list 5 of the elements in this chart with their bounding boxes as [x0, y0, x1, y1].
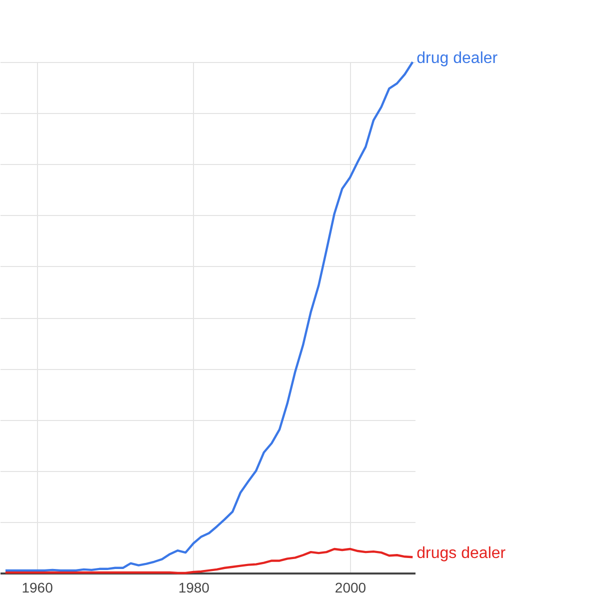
- x-tick-label: 2000: [334, 580, 366, 596]
- x-tick-label: 1980: [178, 580, 210, 596]
- series-label: drugs dealer: [416, 545, 506, 562]
- x-tick-label: 1960: [22, 580, 54, 596]
- series-label: drug dealer: [416, 50, 498, 67]
